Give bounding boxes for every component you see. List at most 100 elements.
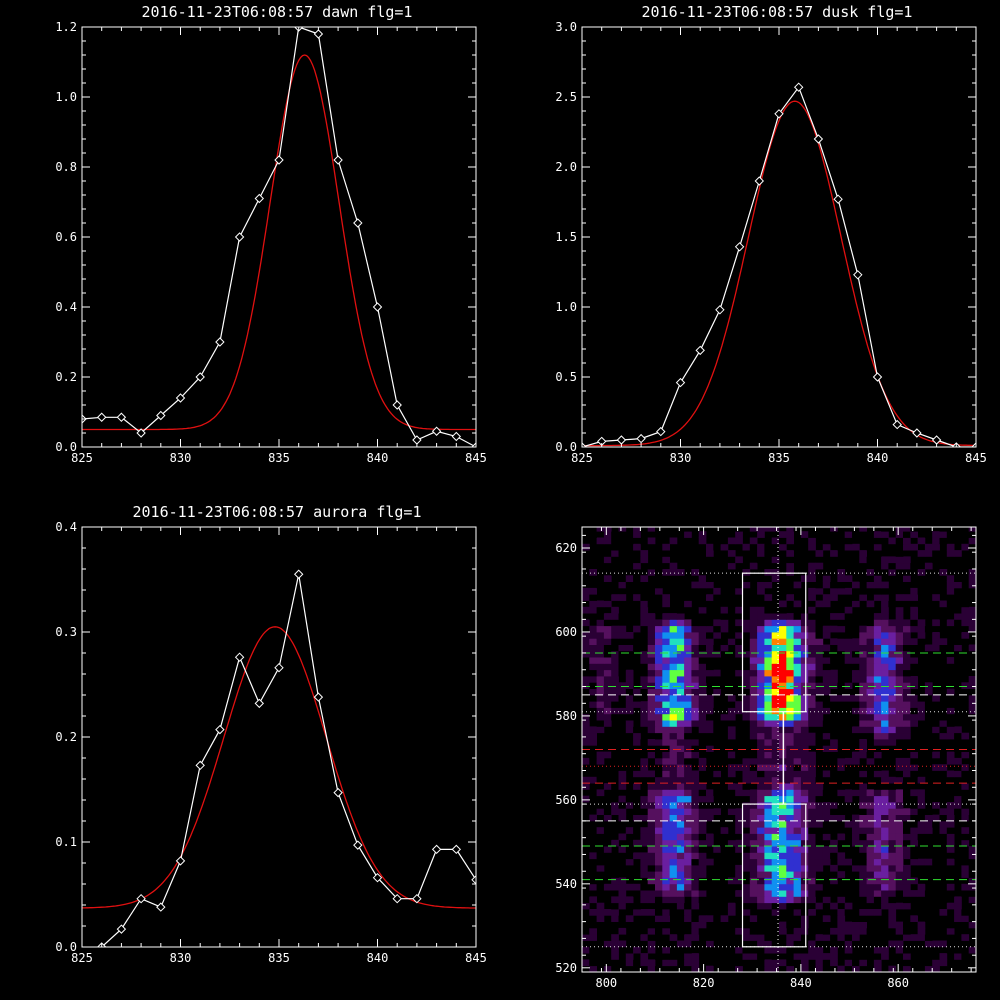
heatmap-pixel: [662, 550, 670, 557]
heatmap-pixel: [822, 802, 831, 809]
heatmap-pixel: [603, 839, 612, 847]
heatmap-pixel: [830, 550, 838, 557]
heatmap-pixel: [625, 632, 634, 639]
heatmap-pixel: [800, 650, 809, 658]
heatmap-pixel: [706, 808, 714, 815]
heatmap-pixel: [917, 739, 926, 746]
heatmap-pixel: [698, 814, 707, 822]
heatmap-pixel: [618, 663, 627, 671]
heatmap-pixel: [881, 707, 889, 715]
heatmap-pixel: [662, 883, 670, 891]
heatmap-pixel: [939, 726, 948, 734]
heatmap-pixel: [662, 808, 670, 815]
heatmap-pixel: [852, 726, 860, 734]
heatmap-pixel: [698, 650, 707, 658]
heatmap-pixel: [830, 839, 838, 847]
heatmap-pixel: [800, 915, 809, 922]
heatmap-pixel: [603, 940, 612, 948]
heatmap-pixel: [888, 808, 897, 815]
heatmap-pixel: [662, 827, 670, 834]
heatmap-pixel: [618, 575, 627, 582]
heatmap-pixel: [895, 770, 904, 778]
heatmap-pixel: [757, 669, 765, 677]
heatmap-pixel: [757, 776, 765, 784]
heatmap-pixel: [757, 940, 765, 948]
heatmap-pixel: [822, 732, 831, 740]
heatmap-pixel: [603, 883, 612, 891]
heatmap-pixel: [771, 808, 780, 815]
heatmap-pixel: [808, 827, 816, 834]
heatmap-pixel: [727, 965, 736, 972]
heatmap-pixel: [932, 669, 940, 677]
heatmap-pixel: [910, 587, 918, 595]
heatmap-pixel: [764, 883, 773, 891]
heatmap-pixel: [837, 896, 846, 904]
heatmap-pixel: [888, 846, 897, 853]
heatmap-pixel: [625, 707, 634, 715]
heatmap-pixel: [713, 770, 721, 778]
heatmap-pixel: [698, 789, 707, 797]
heatmap-pixel: [932, 713, 940, 721]
heatmap-pixel: [946, 531, 955, 538]
heatmap-pixel: [676, 713, 685, 721]
data-point: [616, 435, 627, 445]
heatmap-pixel: [939, 569, 948, 576]
heatmap-pixel: [596, 839, 605, 847]
heatmap-pixel: [625, 613, 634, 620]
heatmap-pixel: [793, 883, 802, 891]
heatmap-pixel: [873, 852, 882, 860]
heatmap-pixel: [662, 864, 670, 872]
heatmap-pixel: [873, 764, 882, 771]
heatmap-pixel: [800, 575, 809, 582]
heatmap-pixel: [779, 852, 787, 860]
heatmap-pixel: [910, 720, 918, 727]
heatmap-pixel: [647, 600, 656, 608]
heatmap-pixel: [961, 864, 970, 872]
heatmap-pixel: [844, 946, 853, 954]
heatmap-pixel: [640, 864, 649, 872]
heatmap-pixel: [968, 852, 976, 860]
heatmap-pixel: [582, 587, 590, 595]
heatmap-pixel: [655, 833, 663, 841]
heatmap-pixel: [611, 594, 619, 601]
heatmap-pixel: [939, 820, 948, 828]
y-tick-label: 0.0: [555, 440, 577, 454]
heatmap-pixel: [640, 619, 649, 627]
heatmap-pixel: [932, 694, 940, 702]
heatmap-pixel: [895, 531, 904, 538]
heatmap-pixel: [793, 776, 802, 784]
heatmap-pixel: [757, 839, 765, 847]
heatmap-pixel: [895, 537, 904, 545]
heatmap-pixel: [764, 726, 773, 734]
heatmap-pixel: [684, 751, 692, 759]
heatmap-pixel: [873, 858, 882, 866]
heatmap-pixel: [779, 581, 787, 589]
heatmap-pixel: [640, 644, 649, 652]
heatmap-pixel: [866, 600, 875, 608]
heatmap-pixel: [859, 776, 867, 784]
heatmap-pixel: [924, 531, 933, 538]
heatmap-pixel: [684, 713, 692, 721]
heatmap-pixel: [793, 915, 802, 922]
heatmap-pixel: [633, 701, 641, 708]
heatmap-pixel: [764, 650, 773, 658]
heatmap-pixel: [822, 858, 831, 866]
heatmap-pixel: [640, 953, 649, 960]
heatmap-pixel: [822, 877, 831, 885]
aurora-panel-title: 2016-11-23T06:08:57 aurora flg=1: [133, 503, 422, 521]
heatmap-pixel: [881, 902, 889, 910]
heatmap-pixel: [640, 751, 649, 759]
heatmap-pixel: [589, 953, 597, 960]
heatmap-pixel: [844, 537, 853, 545]
heatmap-pixel: [735, 965, 743, 972]
heatmap-pixel: [647, 852, 656, 860]
heatmap-pixel: [881, 644, 889, 652]
heatmap-pixel: [589, 739, 597, 746]
heatmap-pixel: [815, 707, 824, 715]
heatmap-pixel: [866, 802, 875, 809]
heatmap-pixel: [852, 783, 860, 790]
heatmap-pixel: [903, 921, 911, 929]
heatmap-pixel: [676, 927, 685, 935]
heatmap-pixel: [946, 915, 955, 922]
heatmap-pixel: [800, 789, 809, 797]
